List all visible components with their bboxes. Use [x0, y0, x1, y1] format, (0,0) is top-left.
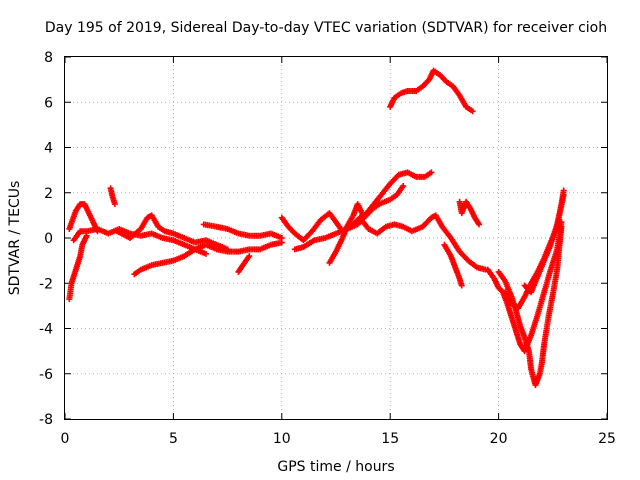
x-tick-label: 20 [490, 431, 508, 447]
x-tick-label: 0 [61, 431, 70, 447]
y-tick-label: 6 [44, 95, 53, 111]
y-tick-label: 8 [44, 50, 53, 66]
grid-lines [65, 57, 607, 419]
x-axis-label: GPS time / hours [277, 459, 394, 475]
data-points [66, 67, 567, 389]
data-point [476, 221, 483, 228]
data-point [202, 250, 209, 257]
series-arc-r [521, 192, 567, 296]
x-tick-label: 15 [381, 431, 399, 447]
series-arc-g [200, 221, 285, 241]
series-arc-m [456, 198, 483, 228]
data-point [400, 182, 407, 189]
y-tick-label: 4 [44, 141, 53, 157]
series-arc-k [326, 182, 407, 266]
series-arc-e [114, 212, 231, 253]
y-tick-label: 2 [44, 186, 53, 202]
data-point [458, 282, 465, 289]
series-arc-d [107, 185, 118, 208]
chart-title: Day 195 of 2019, Sidereal Day-to-day VTE… [45, 20, 607, 36]
series-arc-f [131, 239, 285, 278]
x-tick-label: 5 [169, 431, 178, 447]
data-point [246, 253, 253, 260]
data-point [111, 201, 118, 208]
data-point [428, 169, 435, 176]
y-tick-label: -6 [39, 367, 53, 383]
series-arc-l [387, 67, 476, 115]
x-tick-label: 10 [273, 431, 291, 447]
data-point [560, 192, 567, 199]
series-arc-h [235, 253, 253, 275]
y-tick-label: -8 [39, 412, 53, 428]
y-axis-label: SDTVAR / TECUs [7, 181, 23, 296]
tick-labels: 0 5 10 15 20 25 -8 -6 -4 -2 0 2 4 6 8 [39, 50, 616, 447]
series-arc-a [66, 232, 90, 303]
y-tick-label: 0 [44, 231, 53, 247]
series-arc-n [441, 241, 465, 289]
data-point [278, 235, 285, 241]
y-tick-label: -2 [39, 276, 53, 292]
data-point [469, 108, 476, 115]
x-tick-label: 25 [598, 431, 616, 447]
y-tick-label: -4 [39, 322, 53, 338]
plot-frame [64, 56, 608, 420]
